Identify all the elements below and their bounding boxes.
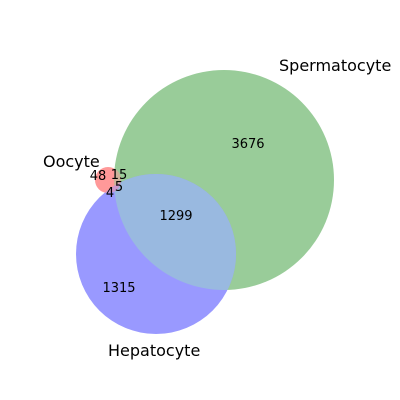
set-label-spermatocyte: Spermatocyte	[279, 56, 391, 75]
set-label-oocyte: Oocyte	[43, 152, 100, 171]
region-count-hepatocyte-only: 1315	[102, 281, 135, 296]
region-count-oocyte-spermatocyte: 15	[111, 168, 128, 183]
set-label-hepatocyte: Hepatocyte	[108, 341, 200, 360]
region-count-spermatocyte-hepatocyte: 1299	[159, 209, 192, 224]
region-count-all-three: 5	[115, 180, 123, 195]
region-count-spermatocyte-only: 3676	[231, 137, 264, 152]
region-count-oocyte-hepatocyte: 4	[106, 186, 114, 201]
region-count-oocyte-only: 48	[90, 169, 107, 184]
